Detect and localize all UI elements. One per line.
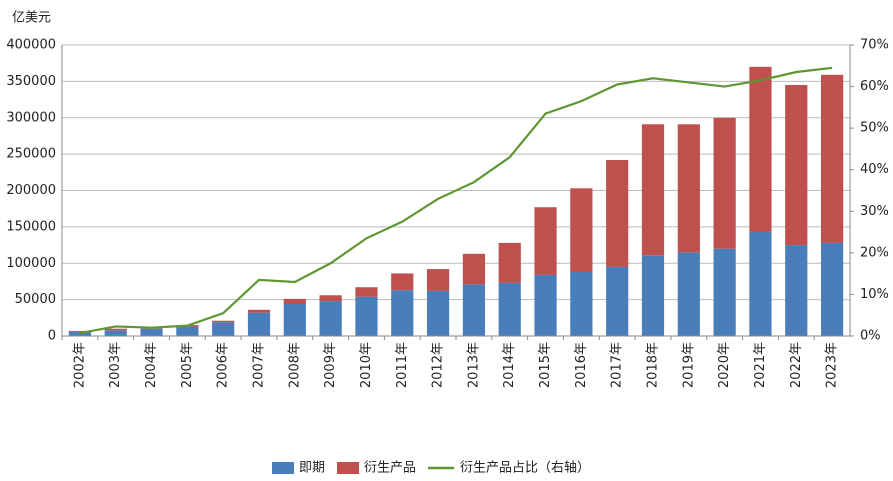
- bar: [319, 301, 342, 336]
- bar: [355, 296, 378, 336]
- y2-tick-label: 20%: [860, 245, 889, 260]
- bar: [391, 273, 414, 291]
- y2-tick-label: 70%: [860, 38, 889, 53]
- bar: [212, 322, 235, 336]
- bar: [68, 330, 92, 332]
- bar: [319, 295, 342, 302]
- bar: [641, 124, 665, 256]
- y-tick-label: 150000: [6, 219, 56, 234]
- bar: [570, 188, 593, 272]
- bar: [498, 282, 521, 336]
- y2-tick-label: 60%: [860, 79, 889, 94]
- x-tick-label: 2010年: [359, 342, 374, 388]
- x-tick-label: 2022年: [789, 342, 804, 388]
- x-tick-label: 2019年: [681, 342, 696, 388]
- x-tick-label: 2002年: [72, 342, 87, 388]
- bar: [749, 66, 772, 232]
- bar: [176, 326, 199, 336]
- legend-label: 衍生产品: [364, 461, 416, 476]
- x-tick-label: 2009年: [323, 342, 338, 388]
- bar: [212, 320, 235, 323]
- bar: [570, 271, 593, 336]
- y2-tick-label: 10%: [860, 287, 889, 302]
- x-tick-label: 2004年: [144, 342, 159, 388]
- bar: [104, 328, 127, 331]
- y2-tick-label: 0%: [860, 329, 881, 344]
- y-tick-label: 100000: [6, 256, 56, 271]
- bar: [534, 274, 557, 336]
- x-tick-label: 2015年: [538, 342, 553, 388]
- x-tick-label: 2007年: [252, 342, 267, 388]
- x-tick-label: 2018年: [646, 342, 661, 388]
- bar: [391, 290, 414, 336]
- y-tick-label: 400000: [6, 38, 56, 53]
- bar: [606, 266, 629, 336]
- x-tick-label: 2005年: [180, 342, 195, 388]
- bar: [247, 309, 271, 313]
- x-tick-label: 2023年: [825, 342, 840, 388]
- bar: [785, 85, 808, 246]
- bar: [140, 328, 163, 336]
- y-tick-label: 0: [48, 329, 56, 344]
- x-tick-label: 2012年: [431, 342, 446, 388]
- x-tick-label: 2008年: [287, 342, 302, 388]
- legend-label: 即期: [299, 461, 325, 476]
- x-tick-label: 2017年: [610, 342, 625, 388]
- x-tick-label: 2021年: [753, 342, 768, 388]
- x-tick-label: 2014年: [502, 342, 517, 388]
- y-axis-label: 亿美元: [12, 11, 51, 26]
- bar: [498, 242, 521, 283]
- y2-tick-label: 50%: [860, 121, 889, 136]
- bar: [820, 242, 844, 336]
- y-tick-label: 300000: [6, 110, 56, 125]
- y-tick-label: 350000: [6, 74, 56, 89]
- legend-marker: [337, 462, 360, 474]
- bar: [426, 269, 450, 291]
- y-tick-label: 200000: [6, 183, 56, 198]
- bar: [820, 74, 844, 243]
- bar: [247, 312, 271, 336]
- x-tick-label: 2011年: [395, 342, 410, 388]
- bar: [426, 290, 450, 336]
- y-tick-label: 50000: [15, 292, 56, 307]
- bar: [749, 231, 772, 336]
- bar: [713, 248, 736, 336]
- x-tick-label: 2013年: [466, 342, 481, 388]
- bar: [283, 298, 306, 304]
- bar: [606, 159, 629, 267]
- x-tick-label: 2016年: [574, 342, 589, 388]
- y-tick-label: 250000: [6, 147, 56, 162]
- bar: [713, 117, 736, 249]
- x-tick-label: 2020年: [717, 342, 732, 388]
- bar: [641, 255, 665, 336]
- legend-label: 衍生产品占比（右轴）: [460, 461, 590, 476]
- bar: [462, 253, 486, 285]
- bar: [785, 245, 808, 336]
- y2-tick-label: 30%: [860, 204, 889, 219]
- x-tick-label: 2006年: [216, 342, 231, 388]
- bar: [68, 331, 92, 336]
- bar: [104, 330, 127, 336]
- x-tick-label: 2003年: [108, 342, 123, 388]
- bar: [462, 284, 486, 336]
- bar: [283, 303, 306, 336]
- y2-tick-label: 40%: [860, 162, 889, 177]
- bar: [534, 207, 557, 275]
- bar: [355, 287, 378, 297]
- line: [79, 66, 833, 335]
- bar: [677, 252, 700, 336]
- bar: [677, 124, 700, 253]
- legend-marker: [272, 462, 294, 474]
